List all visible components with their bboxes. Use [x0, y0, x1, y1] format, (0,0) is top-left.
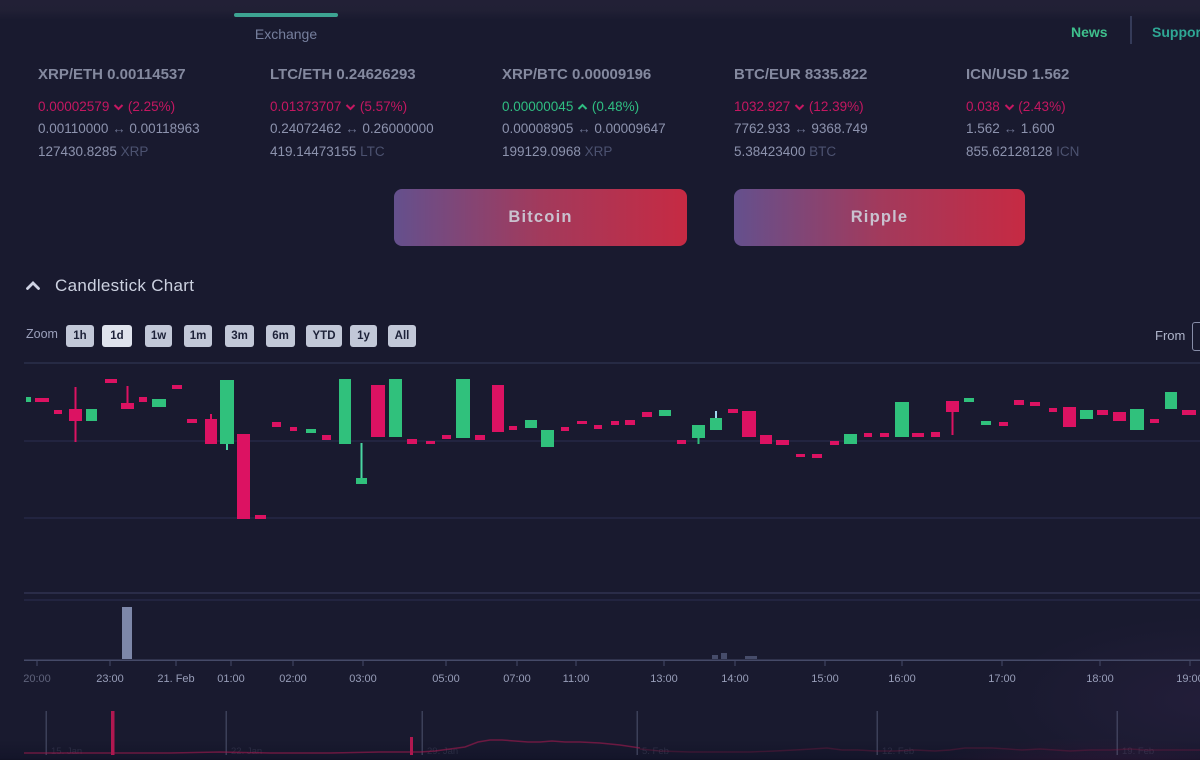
svg-text:07:00: 07:00 — [503, 673, 531, 685]
svg-text:19:00: 19:00 — [1176, 673, 1200, 685]
svg-text:17:00: 17:00 — [988, 673, 1016, 685]
svg-text:14:00: 14:00 — [721, 673, 749, 685]
svg-text:15:00: 15:00 — [811, 673, 839, 685]
svg-text:13:00: 13:00 — [650, 673, 678, 685]
svg-text:29. Jan: 29. Jan — [427, 746, 458, 757]
svg-text:15. Jan: 15. Jan — [51, 746, 82, 757]
svg-text:23:00: 23:00 — [96, 673, 124, 685]
svg-text:22. Jan: 22. Jan — [231, 746, 262, 757]
svg-text:20:00: 20:00 — [23, 673, 51, 685]
svg-text:21. Feb: 21. Feb — [157, 673, 194, 685]
svg-text:5. Feb: 5. Feb — [642, 746, 669, 757]
svg-text:01:00: 01:00 — [217, 673, 245, 685]
svg-text:02:00: 02:00 — [279, 673, 307, 685]
svg-text:16:00: 16:00 — [888, 673, 916, 685]
svg-text:18:00: 18:00 — [1086, 673, 1114, 685]
svg-text:11:00: 11:00 — [563, 673, 590, 685]
svg-text:03:00: 03:00 — [349, 673, 377, 685]
svg-text:05:00: 05:00 — [432, 673, 460, 685]
svg-text:12. Feb: 12. Feb — [882, 746, 914, 757]
svg-text:19. Feb: 19. Feb — [1122, 746, 1154, 757]
